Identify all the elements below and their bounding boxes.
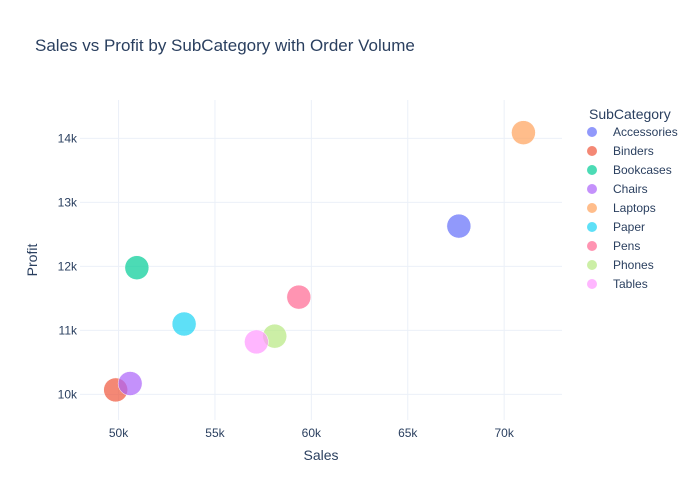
legend-label-laptops[interactable]: Laptops	[613, 201, 656, 215]
legend-marker-bookcases[interactable]	[587, 165, 597, 175]
chart-title: Sales vs Profit by SubCategory with Orde…	[35, 36, 415, 55]
x-tick-label: 70k	[494, 426, 514, 440]
legend-marker-binders[interactable]	[587, 146, 597, 156]
legend-label-accessories[interactable]: Accessories	[613, 125, 678, 139]
data-point-tables[interactable]	[244, 330, 268, 354]
y-tick-label: 10k	[58, 387, 78, 401]
x-tick-label: 55k	[205, 426, 225, 440]
legend-marker-phones[interactable]	[587, 260, 597, 270]
x-tick-label: 50k	[109, 426, 129, 440]
data-point-bookcases[interactable]	[125, 256, 149, 280]
legend-marker-paper[interactable]	[587, 222, 597, 232]
y-tick-label: 11k	[59, 323, 78, 337]
data-point-laptops[interactable]	[511, 121, 535, 145]
x-axis-title: Sales	[303, 447, 338, 463]
legend-marker-accessories[interactable]	[587, 127, 597, 137]
legend: Accessories Binders Bookcases Chairs Laptops…	[587, 125, 678, 291]
y-tick-label: 12k	[58, 259, 78, 273]
data-point-accessories[interactable]	[447, 214, 471, 238]
data-point-paper[interactable]	[172, 312, 196, 336]
legend-label-chairs[interactable]: Chairs	[613, 182, 648, 196]
y-tick-label: 14k	[58, 131, 78, 145]
legend-label-tables[interactable]: Tables	[613, 277, 648, 291]
legend-title: SubCategory	[589, 106, 671, 122]
data-points	[104, 121, 536, 402]
legend-label-bookcases[interactable]: Bookcases	[613, 163, 672, 177]
y-tick-label: 13k	[58, 195, 78, 209]
legend-label-phones[interactable]: Phones	[613, 258, 654, 272]
grid-layer	[80, 100, 562, 420]
legend-marker-chairs[interactable]	[587, 184, 597, 194]
legend-marker-laptops[interactable]	[587, 203, 597, 213]
data-point-chairs[interactable]	[118, 372, 142, 396]
legend-label-paper[interactable]: Paper	[613, 220, 645, 234]
legend-marker-pens[interactable]	[587, 241, 597, 251]
data-point-pens[interactable]	[287, 285, 311, 309]
legend-label-binders[interactable]: Binders	[613, 144, 654, 158]
legend-marker-tables[interactable]	[587, 279, 597, 289]
x-tick-label: 60k	[302, 426, 322, 440]
y-axis-title: Profit	[24, 244, 40, 277]
x-tick-label: 65k	[398, 426, 418, 440]
legend-label-pens[interactable]: Pens	[613, 239, 640, 253]
